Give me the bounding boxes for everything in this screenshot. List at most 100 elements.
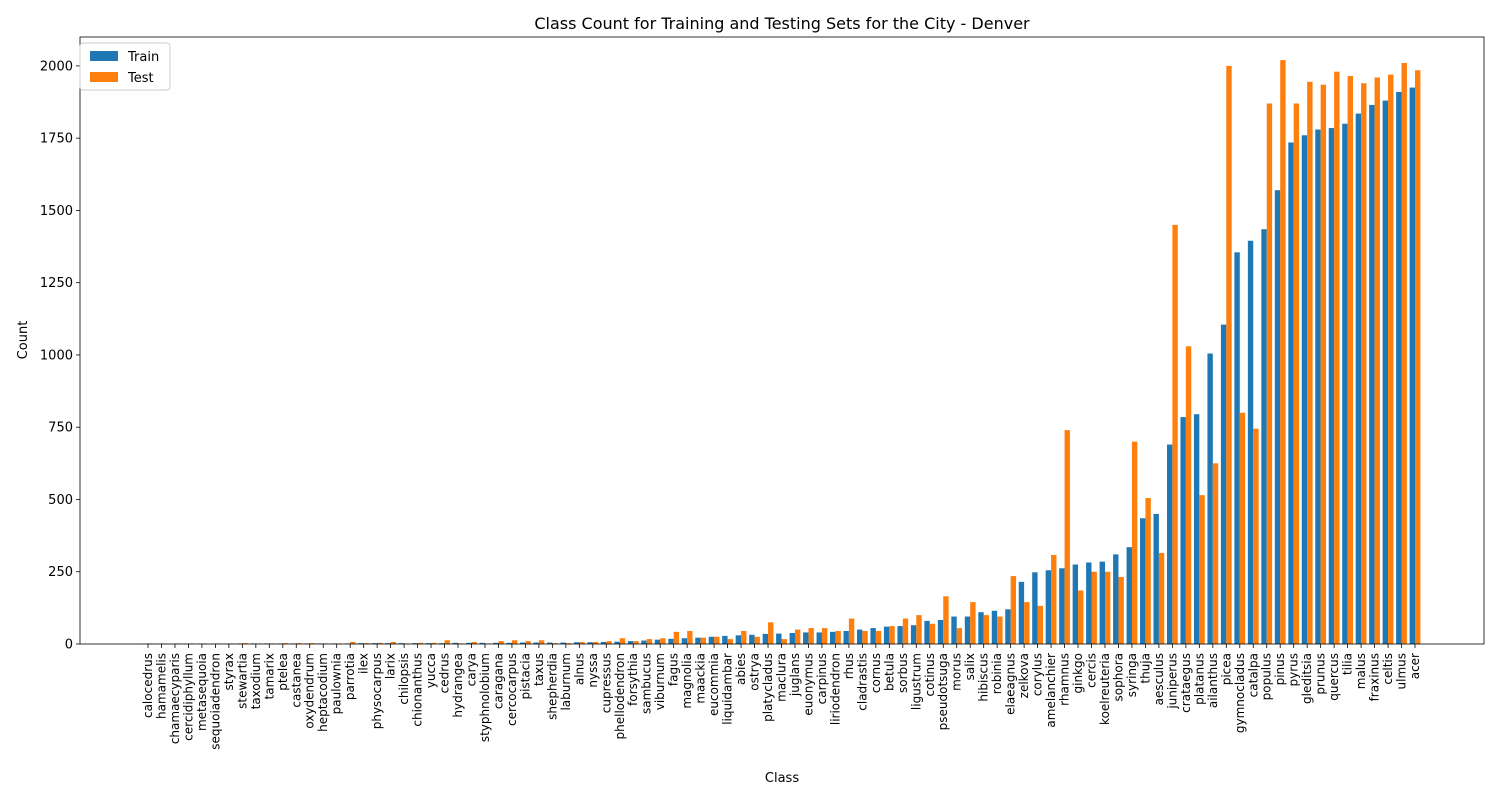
bar-train-juglans [790,633,795,644]
y-tick-label: 0 [65,638,73,653]
bar-train-viburnum [655,640,660,644]
bar-test-cercocarpus [512,640,517,644]
x-tick-label: tamarix [262,653,276,699]
bar-test-elaeagnus [1011,576,1016,644]
bar-test-maackia [701,638,706,644]
y-tick-label: 1000 [40,348,73,363]
bar-test-crataegus [1186,346,1191,644]
bar-test-salix [970,602,975,644]
x-tick-label: aesculus [1152,653,1166,705]
bar-test-eucommia [714,637,719,644]
legend-label-test: Test [127,71,154,86]
bar-train-syringa [1127,547,1132,644]
bar-test-gleditsia [1307,82,1312,644]
x-tick-label: styphnolobium [478,653,492,742]
x-tick-label: koelreuteria [1098,653,1112,725]
bar-train-sorbus [897,626,902,644]
bar-train-ailanthus [1207,354,1212,644]
bar-train-abies [736,635,741,644]
bar-test-populus [1267,103,1272,644]
bar-train-elaeagnus [1005,609,1010,644]
bar-train-maackia [695,638,700,644]
y-tick-label: 500 [48,493,73,508]
x-tick-label: populus [1260,653,1274,700]
bar-test-viburnum [660,638,665,644]
bar-test-ailanthus [1213,463,1218,644]
bar-test-ulmus [1402,63,1407,644]
x-tick-label: alnus [572,653,586,685]
x-tick-label: cercocarpus [505,653,519,726]
bar-train-sambucus [641,641,646,644]
bar-test-euonymus [808,628,813,644]
bar-test-cercis [1092,572,1097,644]
x-tick-label: ligustrum [909,653,923,710]
y-tick-label: 1750 [40,132,73,147]
x-tick-label: maclura [775,653,789,702]
bar-train-acer [1410,88,1415,644]
x-tick-label: crataegus [1179,653,1193,713]
bar-train-corylus [1032,572,1037,644]
bar-test-quercus [1334,72,1339,644]
x-tick-label: physocarpus [370,653,384,729]
x-tick-label: amelanchier [1044,653,1058,728]
x-tick-label: shepherdia [545,653,559,720]
x-tick-label: juniperus [1165,653,1179,710]
bar-test-forsythia [633,641,638,644]
bar-train-populus [1261,229,1266,644]
x-tick-label: laburnum [559,653,573,711]
bar-test-thuja [1145,498,1150,644]
x-tick-label: quercus [1327,653,1341,701]
bar-test-rhus [849,619,854,644]
bar-train-betula [884,627,889,644]
bar-train-liquidambar [722,636,727,644]
x-tick-label: castanea [289,653,303,708]
x-tick-label: catalpa [1246,653,1260,697]
bar-train-forsythia [628,641,633,644]
x-tick-label: pyrus [1287,653,1301,687]
x-tick-label: chionanthus [411,653,425,727]
x-tick-label: phellodendron [613,653,627,739]
bar-test-koelreuteria [1105,572,1110,644]
x-tick-label: maackia [694,653,708,704]
bar-train-carpinus [817,632,822,644]
bar-test-syringa [1132,442,1137,644]
y-tick-label: 750 [48,421,73,436]
x-tick-label: prunus [1314,653,1328,695]
bar-train-amelanchier [1046,570,1051,644]
bar-test-pistacia [525,641,530,644]
bar-train-gymnocladus [1234,252,1239,644]
bar-train-maclura [776,634,781,644]
x-tick-label: fraxinus [1368,653,1382,701]
x-tick-label: fagus [667,653,681,686]
bar-train-tilia [1342,124,1347,644]
bar-test-catalpa [1253,429,1258,644]
x-tick-label: carya [464,653,478,686]
bar-test-cupressus [606,641,611,644]
bar-test-hibiscus [984,615,989,644]
x-tick-label: yucca [424,653,438,688]
x-tick-label: larix [384,653,398,679]
bar-train-ligustrum [911,625,916,644]
bar-test-acer [1415,70,1420,644]
bar-test-robinia [997,617,1002,644]
bar-train-ostrya [749,635,754,644]
bar-test-platycladus [768,622,773,644]
x-tick-label: eucommia [707,653,721,716]
x-tick-label: ailanthus [1206,653,1220,708]
bar-train-koelreuteria [1100,562,1105,644]
x-tick-label: sambucus [640,653,654,714]
bar-train-pseudotsuga [938,620,943,644]
chart-title: Class Count for Training and Testing Set… [534,14,1030,33]
bar-train-gleditsia [1302,135,1307,644]
x-tick-label: forsythia [626,653,640,706]
x-tick-label: metasequoia [195,653,209,731]
x-tick-label: nyssa [586,653,600,688]
x-tick-label: liriodendron [828,653,842,725]
x-tick-label: cotinus [923,653,937,696]
x-tick-label: gleditsia [1300,653,1314,704]
bar-train-thuja [1140,518,1145,644]
bar-test-maclura [782,639,787,644]
x-tick-label: abies [734,653,748,685]
legend-label-train: Train [127,50,159,65]
